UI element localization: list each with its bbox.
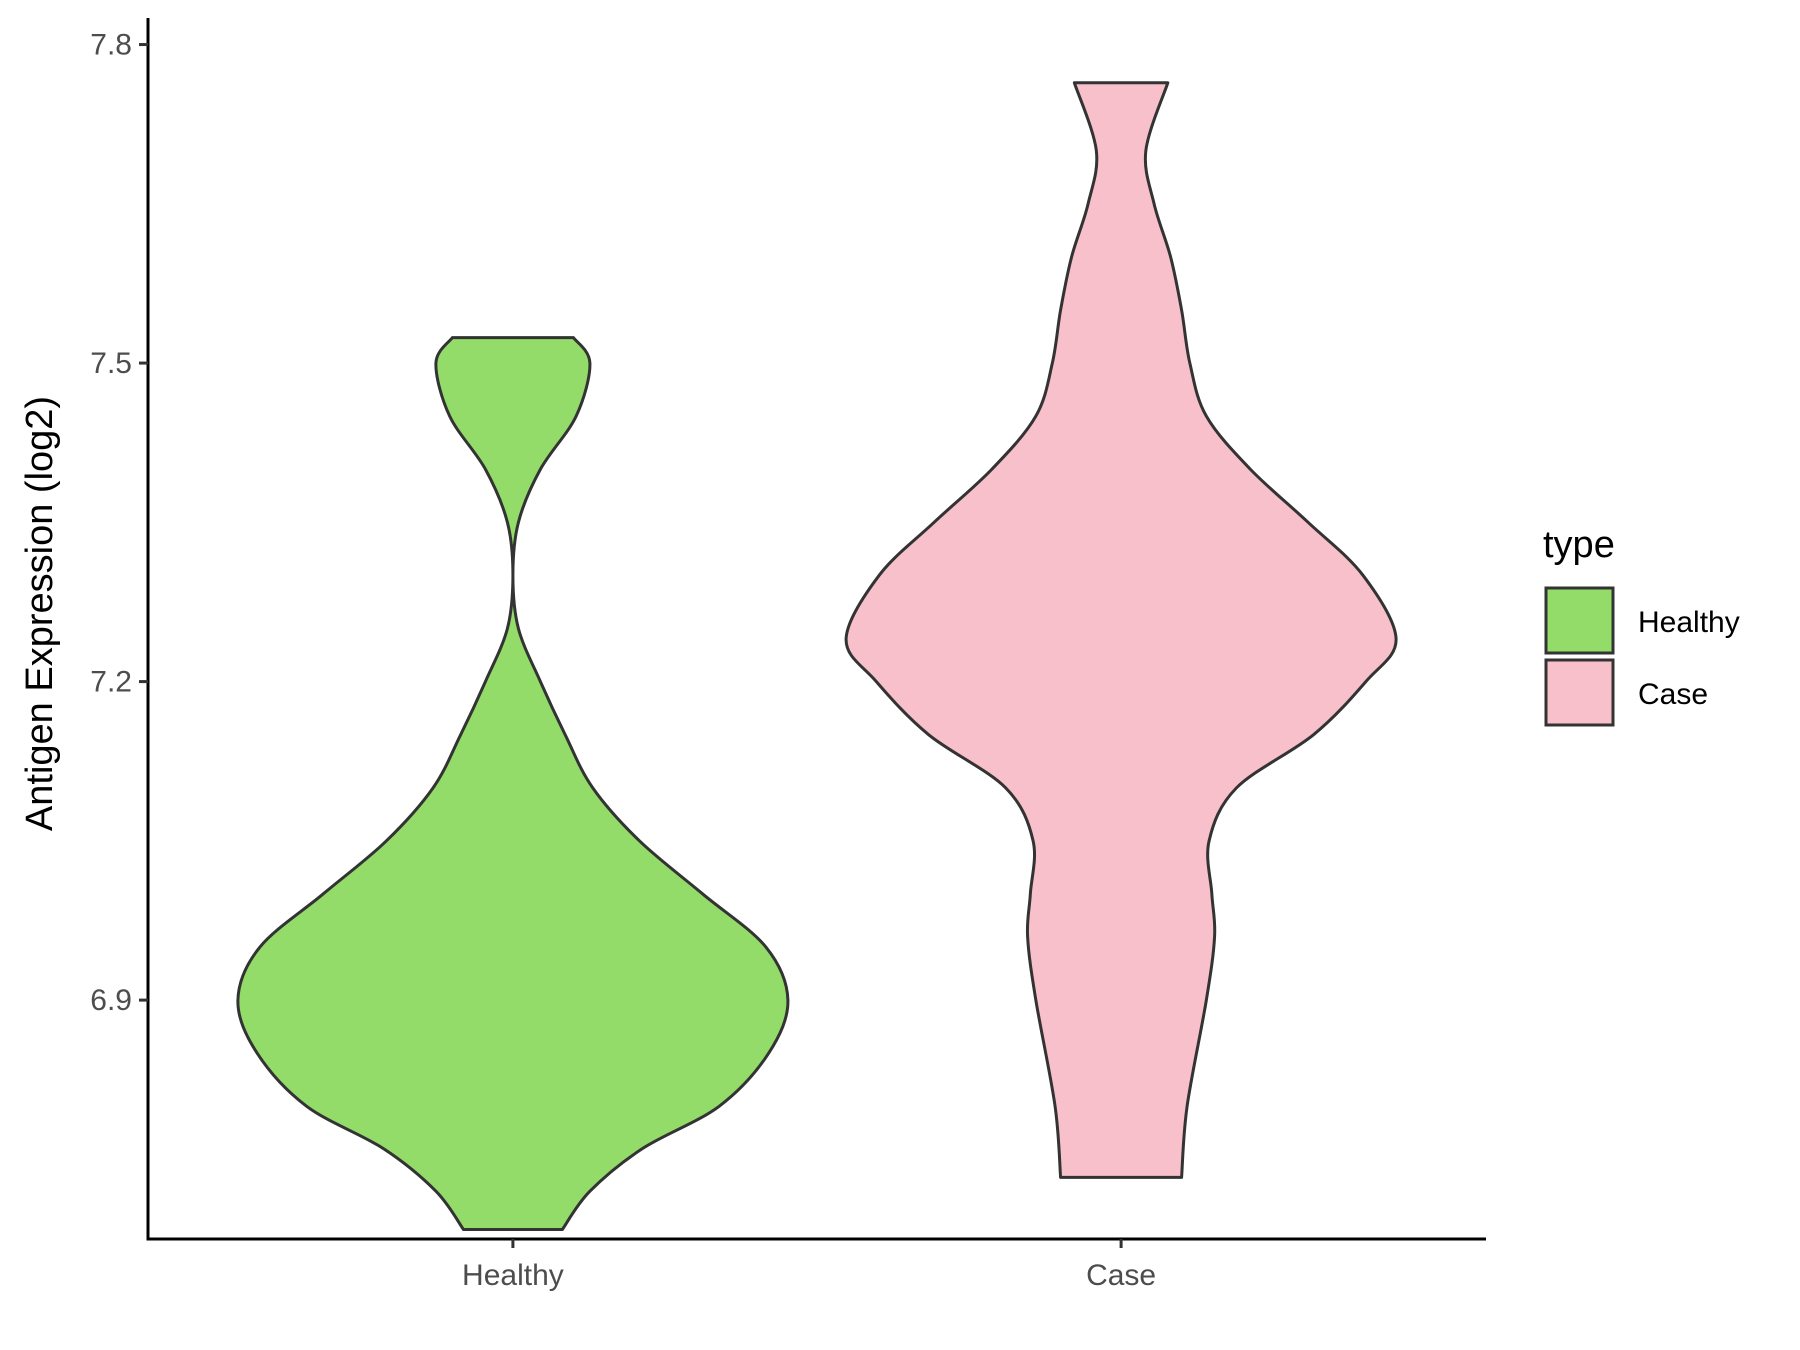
legend-swatch-case <box>1544 658 1615 727</box>
legend-label-case: Case <box>1638 678 1708 711</box>
legend-items: Healthy Case <box>1544 586 1740 727</box>
y-tick-label: 7.2 <box>90 666 132 699</box>
violin-layer <box>236 81 1398 1231</box>
x-tick-label: Healthy <box>462 1259 564 1292</box>
y-axis-title: Antigen Expression (log2) <box>19 396 61 831</box>
x-ticks: Healthy Case <box>462 1239 1156 1292</box>
y-tick-label: 7.5 <box>90 347 132 380</box>
legend: type Healthy Case <box>1543 524 1740 727</box>
y-tick-label: 6.9 <box>90 984 132 1017</box>
axes: 6.9 7.2 7.5 7.8 Healthy Case <box>90 18 1486 1292</box>
legend-swatch-healthy <box>1544 586 1615 655</box>
legend-title: type <box>1543 524 1615 566</box>
y-ticks: 6.9 7.2 7.5 7.8 <box>90 29 148 1017</box>
y-tick-label: 7.8 <box>90 29 132 62</box>
x-tick-label: Case <box>1086 1259 1156 1292</box>
legend-label-healthy: Healthy <box>1638 606 1740 639</box>
violin-healthy <box>236 336 790 1231</box>
violin-case <box>844 81 1398 1179</box>
